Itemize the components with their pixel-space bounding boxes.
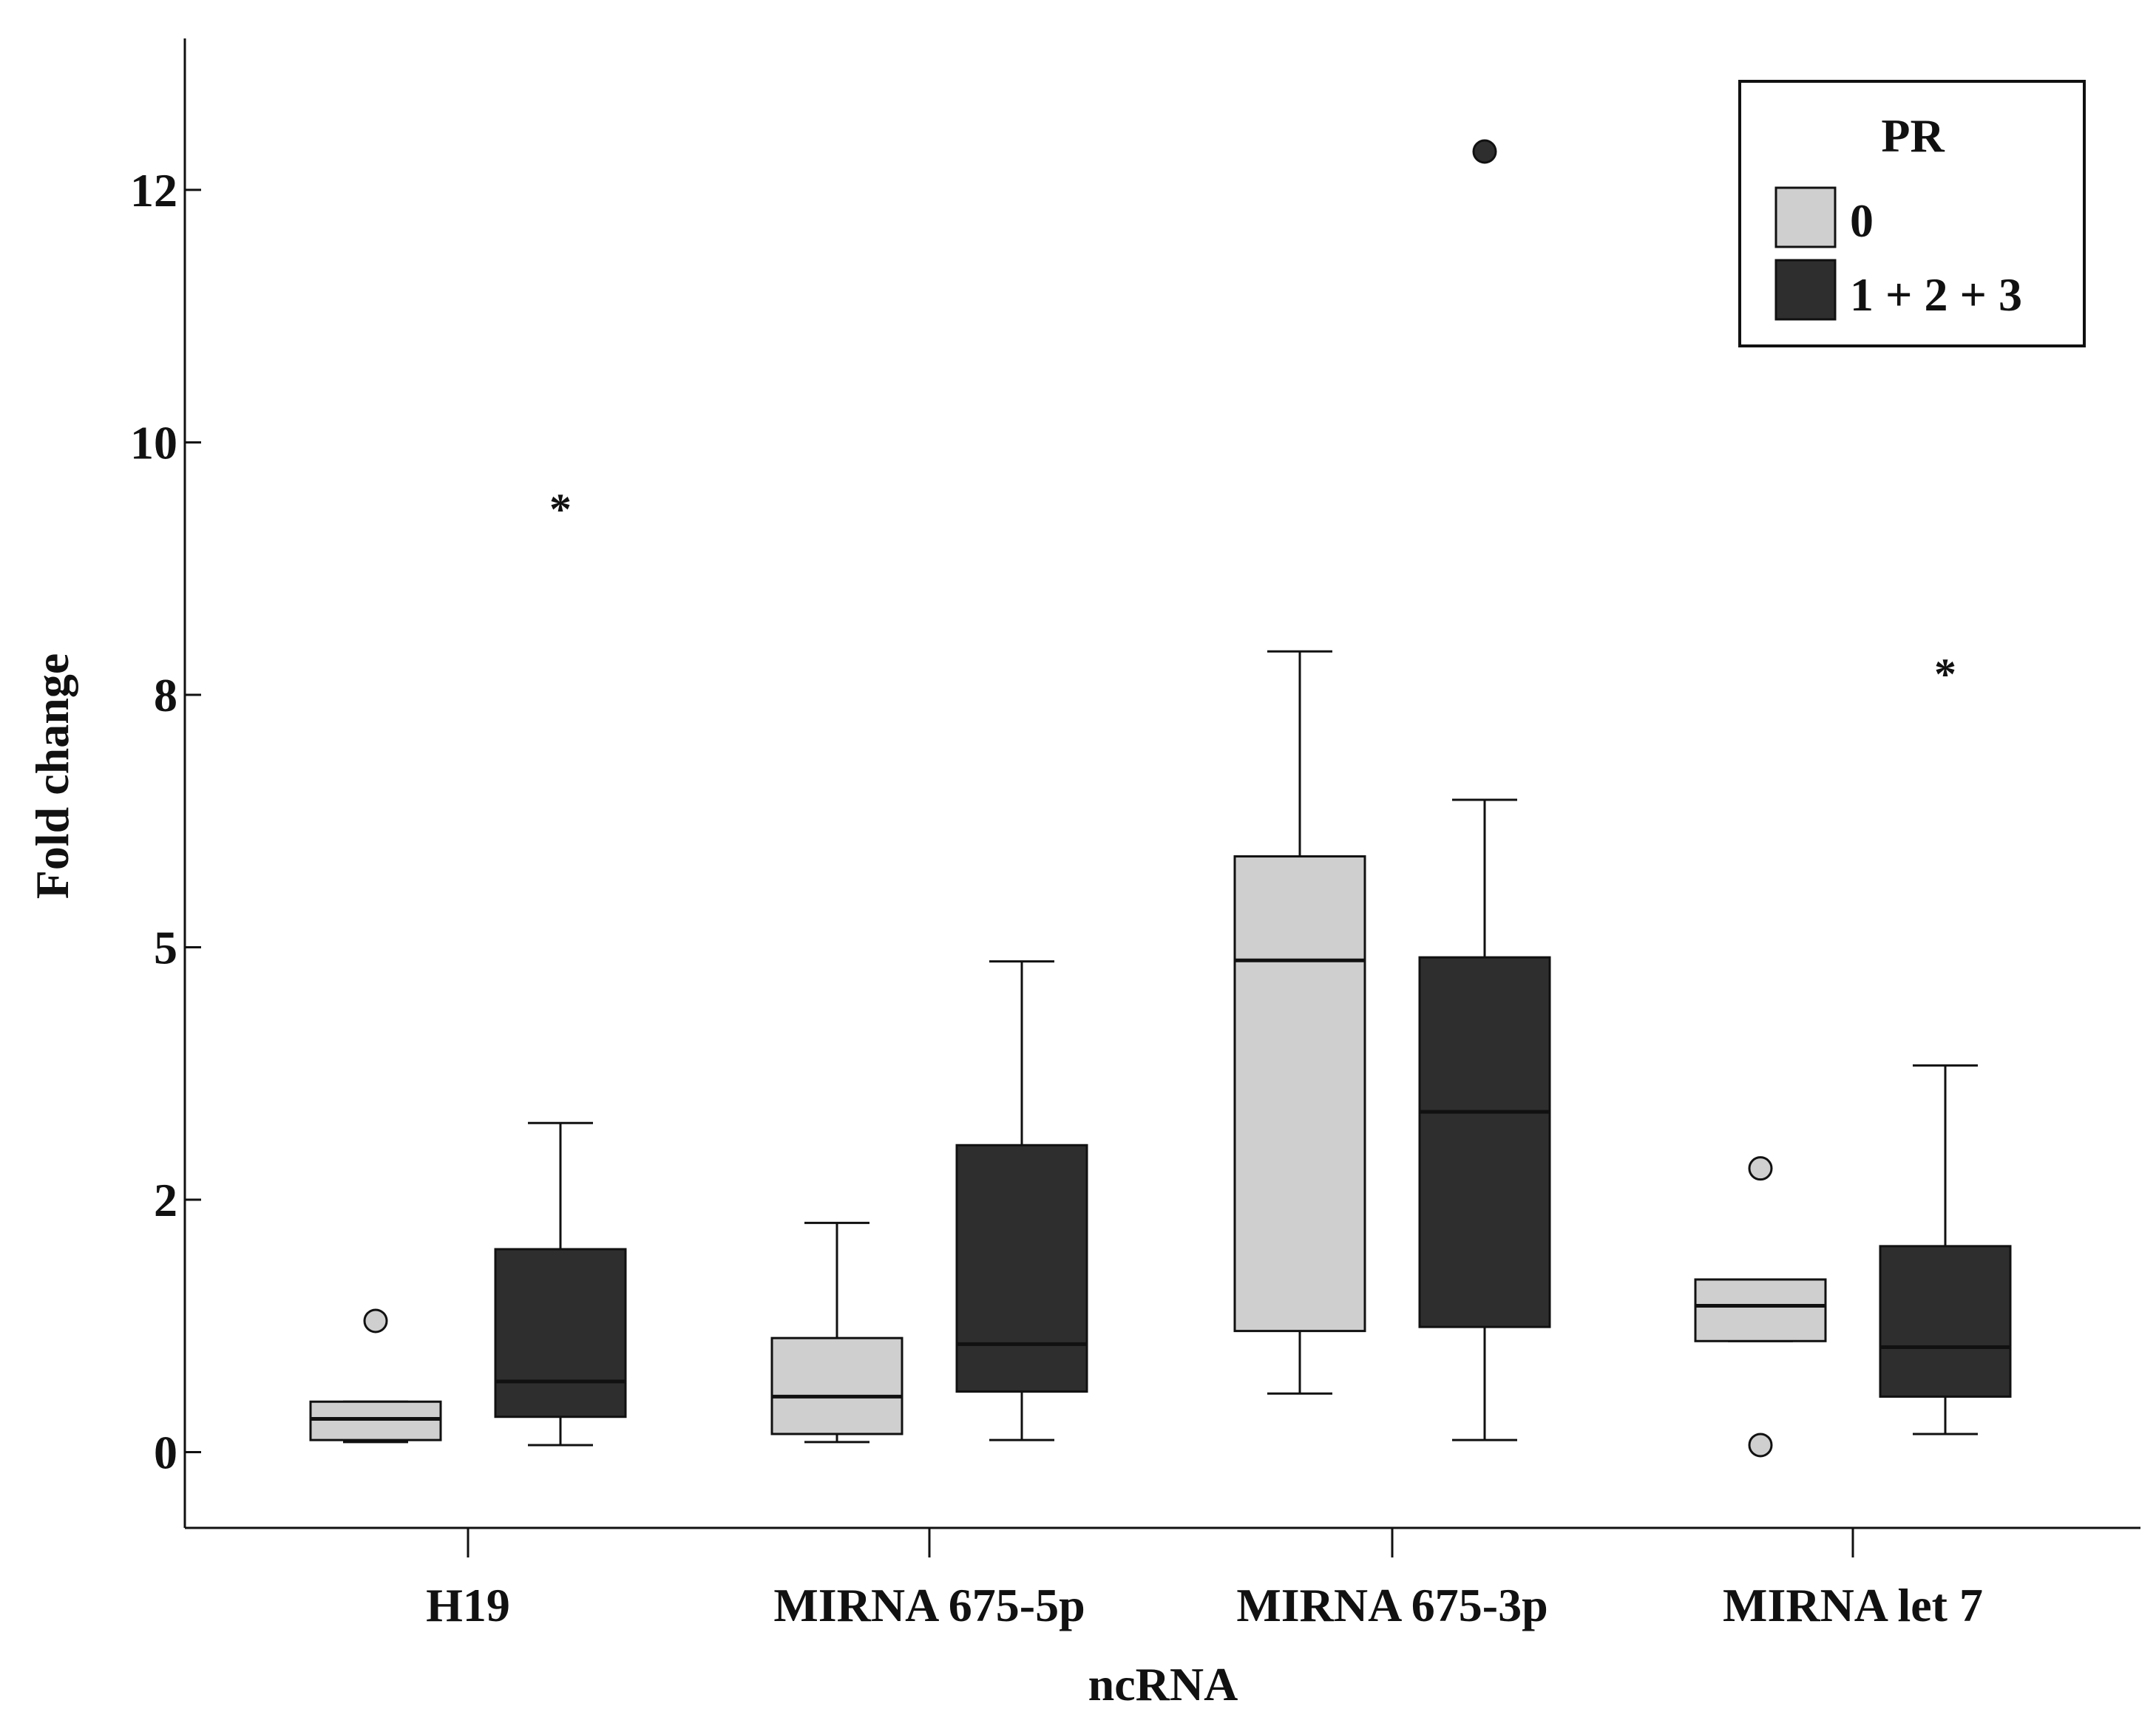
x-tick-label: MIRNA 675-3p [1236, 1579, 1547, 1631]
axes [183, 38, 2140, 1529]
y-axis-ticks: 0 2 5 8 10 12 [130, 164, 201, 1479]
legend-label-0: 0 [1850, 194, 1874, 247]
outlier-circle [363, 1308, 388, 1333]
x-axis-label: ncRNA [1088, 1658, 1238, 1710]
x-tick-label: MIRNA let 7 [1723, 1579, 1983, 1631]
y-tick-label: 10 [130, 416, 177, 469]
box-group: * [494, 485, 627, 1447]
plot-area: ** [309, 139, 2012, 1458]
outlier-star: * [1934, 650, 1956, 699]
box [1694, 1278, 1827, 1342]
y-tick-label: 12 [130, 164, 177, 217]
outlier-circle [1748, 1156, 1773, 1181]
legend-title: PR [1881, 109, 1945, 162]
box [770, 1336, 904, 1435]
legend: PR 0 1 + 2 + 3 [1738, 80, 2086, 347]
box-group [1418, 139, 1551, 1441]
y-tick-label: 2 [154, 1174, 177, 1226]
box-group [770, 1221, 904, 1444]
box-group [309, 1308, 442, 1444]
box [1233, 855, 1366, 1333]
y-tick-label: 8 [154, 669, 177, 721]
box [955, 1144, 1088, 1393]
y-tick-label: 0 [154, 1427, 177, 1479]
box-group [955, 960, 1088, 1441]
outlier-star: * [549, 485, 572, 534]
box [494, 1248, 627, 1418]
legend-swatch-0 [1774, 186, 1837, 248]
y-axis-label: Fold change [26, 653, 78, 899]
y-tick-label: 5 [154, 921, 177, 974]
box-group [1694, 1156, 1827, 1458]
legend-swatch-1 [1774, 259, 1837, 321]
box-group: * [1879, 650, 2012, 1435]
outlier-circle [1748, 1433, 1773, 1458]
x-axis-ticks: H19 MIRNA 675-5p MIRNA 675-3p MIRNA let 7 [426, 1528, 1983, 1631]
legend-label-1: 1 + 2 + 3 [1850, 268, 2022, 321]
outlier-circle [1472, 139, 1497, 164]
x-tick-label: MIRNA 675-5p [773, 1579, 1085, 1631]
x-tick-label: H19 [426, 1579, 510, 1631]
box [309, 1400, 442, 1441]
box [1418, 956, 1551, 1328]
box-group [1233, 650, 1366, 1395]
box [1879, 1245, 2012, 1398]
